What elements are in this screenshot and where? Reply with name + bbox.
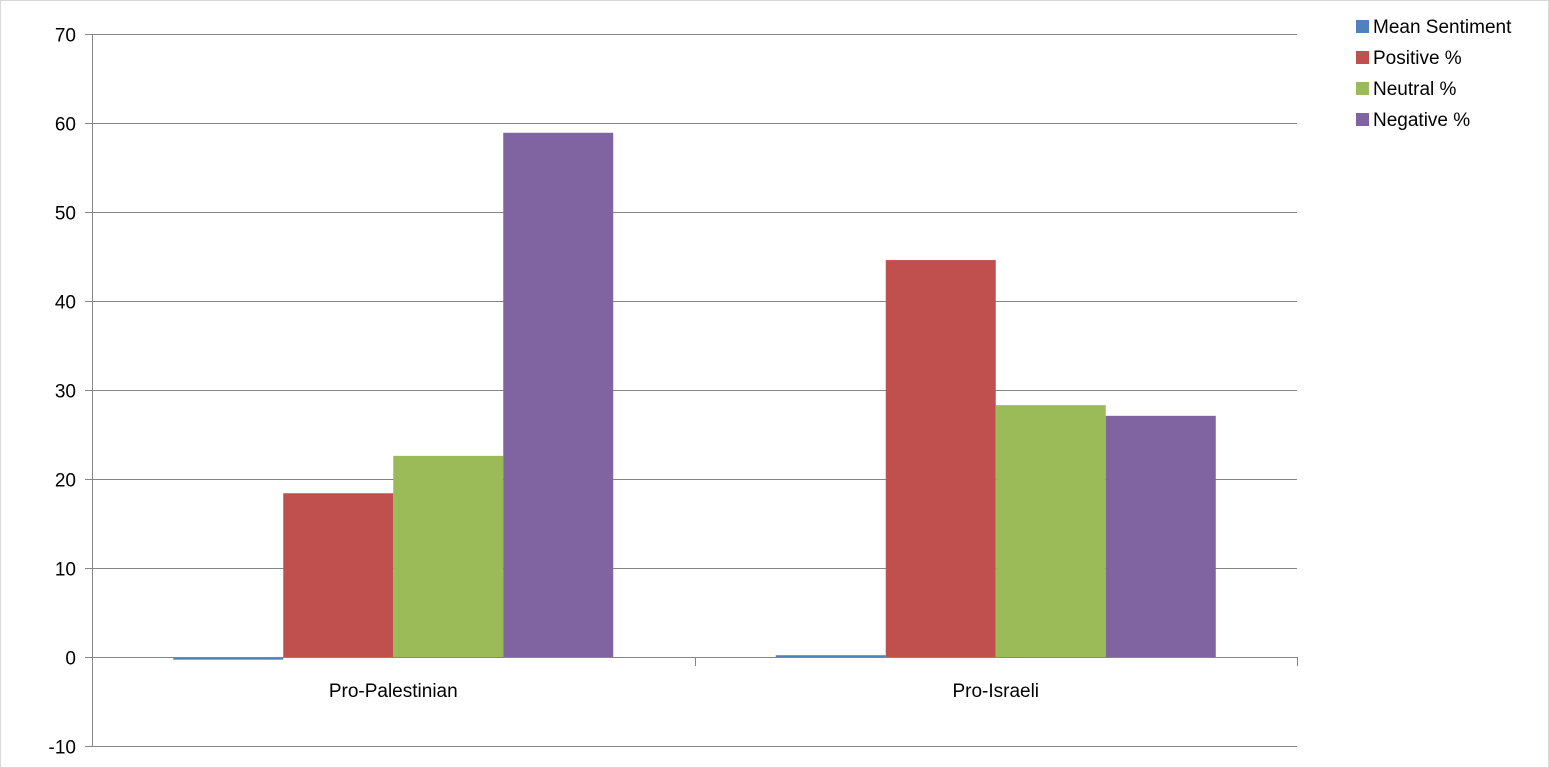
y-tick-label: -10 <box>49 738 76 759</box>
axes <box>92 34 1298 746</box>
bar-neutral-1 <box>995 405 1106 657</box>
legend-swatch <box>1356 82 1369 95</box>
y-tick-label: 50 <box>55 204 76 225</box>
legend-swatch <box>1356 20 1369 33</box>
x-category-label: Pro-Palestinian <box>329 681 458 702</box>
y-tick-label: 0 <box>65 649 76 670</box>
y-tick-label: 10 <box>55 560 76 581</box>
y-tick-label: 70 <box>55 26 76 47</box>
y-tick-label: 20 <box>55 471 76 492</box>
legend-label: Neutral % <box>1373 79 1457 100</box>
y-tick-label: 40 <box>55 293 76 314</box>
bars <box>173 132 1216 660</box>
legend-swatch <box>1356 51 1369 64</box>
x-category-label: Pro-Israeli <box>952 681 1039 702</box>
y-tick-label: 60 <box>55 115 76 136</box>
bar-positive-1 <box>885 260 996 657</box>
legend-swatch <box>1356 113 1369 126</box>
bar-positive-0 <box>283 493 394 657</box>
legend-label: Negative % <box>1373 110 1470 131</box>
legend-label: Positive % <box>1373 48 1462 69</box>
bar-mean-sentiment-0 <box>173 657 284 660</box>
bar-mean-sentiment-1 <box>775 655 886 658</box>
legend-label: Mean Sentiment <box>1373 17 1512 38</box>
y-tick-label: 30 <box>55 382 76 403</box>
bar-neutral-0 <box>393 455 504 657</box>
bar-negative-1 <box>1105 415 1216 657</box>
axis-labels: -10 0 10 20 30 40 50 60 70 Pro-Palestinian Pro-Isr… <box>49 26 1040 759</box>
legend: Mean Sentiment Positive % Neutral % Negativ… <box>1356 17 1512 131</box>
bar-negative-0 <box>503 132 614 658</box>
